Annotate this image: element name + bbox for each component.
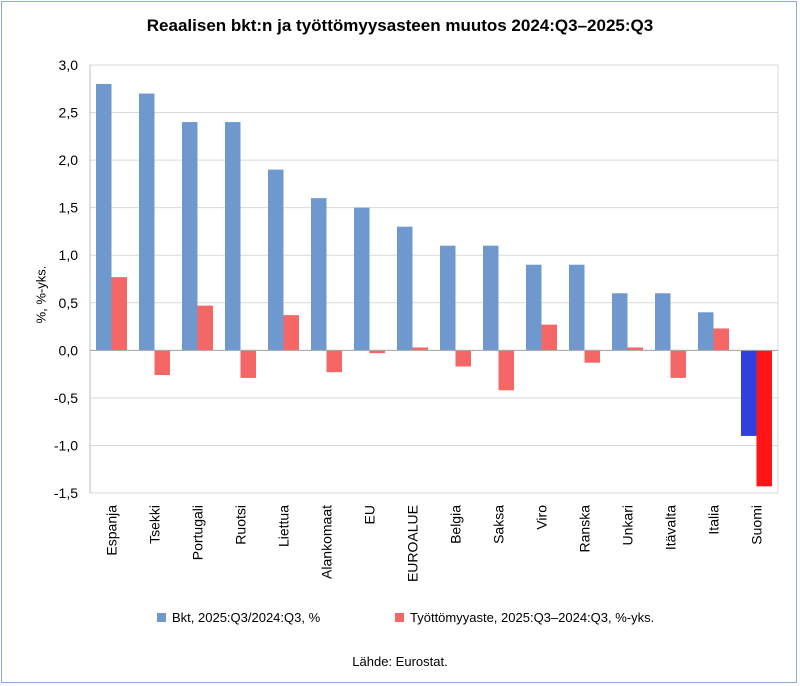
y-tick-label: 0,0 [59, 342, 79, 358]
x-tick-label: Ruotsi [233, 505, 249, 545]
legend-item-gdp: Bkt, 2025:Q3/2024:Q3, % [157, 610, 320, 625]
x-tick-label: Viro [534, 505, 550, 530]
bar-unemployment-itävalta [670, 350, 686, 378]
bar-gdp-alankomaat [311, 198, 327, 351]
source-note: Lähde: Eurostat. [352, 654, 448, 669]
bar-gdp-portugali [182, 122, 198, 351]
bar-unemployment-viro [541, 324, 557, 351]
y-tick-label: 0,5 [59, 295, 79, 311]
chart-title: Reaalisen bkt:n ja työttömyysasteen muut… [146, 16, 654, 35]
bar-unemployment-portugali [197, 305, 213, 351]
bar-unemployment-saksa [498, 350, 514, 391]
bar-unemployment-eu [369, 350, 385, 354]
bar-unemployment-italia [713, 328, 729, 351]
bar-unemployment-ranska [584, 350, 600, 363]
y-tick-label: 2,5 [59, 105, 79, 121]
x-tick-label: Tsekki [147, 505, 163, 544]
x-tick-label: EU [362, 505, 378, 524]
legend-label-unemployment: Työttömyyaste, 2025:Q3–2024:Q3, %-yks. [410, 610, 655, 625]
legend-item-unemployment: Työttömyyaste, 2025:Q3–2024:Q3, %-yks. [395, 610, 654, 625]
x-tick-label: Italia [706, 505, 722, 535]
bar-unemployment-unkari [627, 347, 643, 351]
y-tick-label: -1,0 [54, 437, 78, 453]
bar-gdp-eu [354, 207, 370, 351]
bar-unemployment-ruotsi [240, 350, 256, 378]
bar-unemployment-tsekki [154, 350, 170, 376]
bar-unemployment-suomi [756, 350, 772, 487]
bar-unemployment-espanja [111, 277, 127, 351]
x-tick-label: Itävalta [663, 505, 679, 550]
bar-gdp-ruotsi [225, 122, 241, 351]
y-tick-label: 3,0 [59, 57, 79, 73]
x-tick-label: Liettua [276, 505, 292, 547]
bar-gdp-liettua [268, 169, 284, 351]
x-tick-label: Espanja [104, 505, 120, 556]
bar-gdp-italia [698, 312, 714, 351]
x-tick-label: Saksa [491, 505, 507, 544]
bar-gdp-saksa [483, 245, 499, 351]
y-tick-label: 1,0 [59, 247, 79, 263]
y-tick-label: 2,0 [59, 152, 79, 168]
bar-gdp-belgia [440, 245, 456, 351]
bar-gdp-unkari [612, 293, 628, 351]
bar-gdp-tsekki [139, 93, 155, 351]
x-tick-label: Ranska [577, 505, 593, 553]
x-tick-label: Unkari [620, 505, 636, 545]
bar-gdp-ranska [569, 264, 585, 351]
bar-gdp-suomi [741, 350, 757, 436]
x-tick-label: Alankomaat [319, 505, 335, 579]
bar-unemployment-belgia [455, 350, 471, 367]
bar-gdp-viro [526, 264, 542, 351]
x-tick-label: Portugali [190, 505, 206, 560]
legend-swatch-gdp [157, 613, 166, 622]
bar-unemployment-liettua [283, 315, 299, 351]
legend-swatch-unemployment [395, 613, 404, 622]
bar-gdp-euroalue [397, 226, 413, 351]
x-tick-label: Suomi [749, 505, 765, 545]
y-tick-label: 1,5 [59, 200, 79, 216]
legend-label-gdp: Bkt, 2025:Q3/2024:Q3, % [172, 610, 321, 625]
bar-unemployment-alankomaat [326, 350, 342, 373]
x-tick-label: EUROALUE [405, 505, 421, 582]
y-tick-label: -0,5 [54, 390, 78, 406]
bar-gdp-itävalta [655, 293, 671, 351]
bar-gdp-espanja [96, 84, 112, 351]
x-tick-label: Belgia [448, 505, 464, 544]
bar-unemployment-euroalue [412, 347, 428, 351]
y-tick-label: -1,5 [54, 485, 78, 501]
